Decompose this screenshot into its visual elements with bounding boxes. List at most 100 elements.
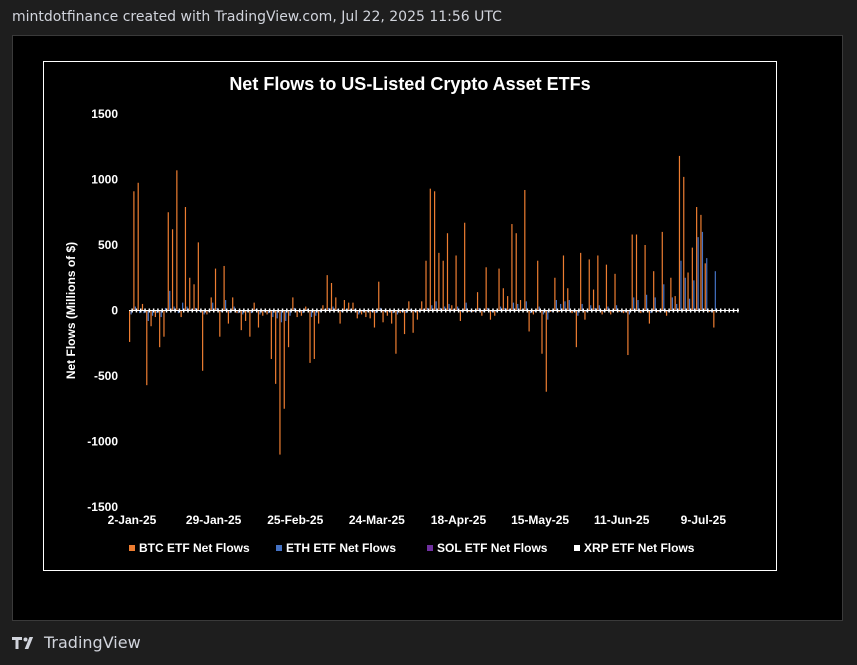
bar-eth [542,310,545,315]
bar-btc [429,188,431,311]
bar-btc [403,310,406,335]
bar-eth [203,310,205,315]
legend-swatch [574,545,580,551]
bar-btc [399,310,401,314]
bar-xrp [410,308,413,313]
bar-btc [266,310,268,315]
bar-xrp [346,308,348,313]
bar-eth [658,310,661,312]
bar-xrp [530,308,533,313]
bar-eth [426,307,429,311]
bar-xrp [526,308,529,313]
bar-btc [232,297,234,311]
bar-eth [267,310,270,314]
bar-xrp [329,308,331,313]
bar-eth [439,307,442,311]
bar-eth [207,310,210,312]
bar-eth [323,309,326,311]
bar-xrp [591,308,593,313]
bar-xrp [397,308,400,313]
bar-xrp [427,308,430,313]
bar-xrp [200,308,202,313]
bar-xrp [316,308,318,313]
bar-xrp [466,308,468,313]
bar-eth [280,310,283,323]
bar-btc [352,302,354,311]
bar-xrp [436,308,438,313]
bar-btc [382,310,384,323]
bar-eth [585,310,588,312]
bar-xrp [711,308,713,313]
bar-btc [257,310,260,328]
bar-btc [683,176,685,311]
bar-btc [687,272,689,311]
bar-xrp [380,308,383,313]
bar-xrp [432,308,434,313]
bar-btc [292,297,294,311]
bar-xrp [672,308,675,313]
bar-xrp [389,308,391,313]
bar-btc [661,231,663,311]
bar-btc [202,310,204,371]
bar-btc [227,310,230,324]
bar-btc [184,207,187,311]
bar-xrp [277,308,279,313]
bar-btc [554,277,556,311]
bar-xrp [139,308,142,313]
bar-btc [391,310,393,324]
bar-xrp [470,308,473,313]
bar-eth [568,300,570,311]
bar-eth [555,300,557,311]
bar-eth [173,306,175,311]
bar-xrp [535,308,537,313]
bar-eth [590,305,592,311]
x-tick-label: 9-Jul-25 [681,513,727,527]
bar-xrp [565,308,567,313]
bar-xrp [578,308,580,313]
bar-btc [670,277,672,311]
bar-eth [676,303,678,311]
x-tick-label: 25-Feb-25 [267,513,323,527]
bar-xrp [599,308,602,313]
bar-eth [645,294,648,311]
bar-btc [442,260,444,311]
bar-btc [571,310,573,314]
bar-btc [300,310,303,316]
bar-xrp [449,308,451,313]
bar-btc [653,271,655,311]
bar-eth [272,310,274,318]
bar-xrp [234,308,237,313]
bar-eth [302,310,304,314]
bar-eth [379,307,381,311]
bar-btc [343,300,345,311]
bar-xrp [522,308,524,313]
bar-eth [177,310,179,314]
bar-btc [678,155,681,311]
bar-xrp [393,308,395,313]
bar-btc [360,310,363,315]
bar-xrp [681,308,683,313]
bar-xrp [225,308,228,313]
bar-btc [524,189,526,311]
bar-btc [305,306,307,311]
x-tick-label: 2-Jan-25 [108,513,157,527]
bar-xrp [255,308,258,313]
bar-btc [408,301,410,311]
bar-btc [558,310,560,312]
bar-xrp [475,308,477,313]
bar-xrp [518,308,520,313]
tradingview-logo-icon [12,636,34,649]
bar-xrp [595,308,597,313]
bar-eth [212,302,214,311]
bar-eth [431,305,433,311]
attribution-header: mintdotfinance created with TradingView.… [12,9,502,25]
bar-xrp [333,308,335,313]
bar-btc [141,303,144,311]
bar-xrp [195,308,198,313]
bar-btc [176,170,178,311]
bar-xrp [286,308,288,313]
bar-btc [167,212,169,311]
bar-eth [396,310,399,315]
bar-btc [532,310,535,315]
bar-eth [714,271,716,311]
